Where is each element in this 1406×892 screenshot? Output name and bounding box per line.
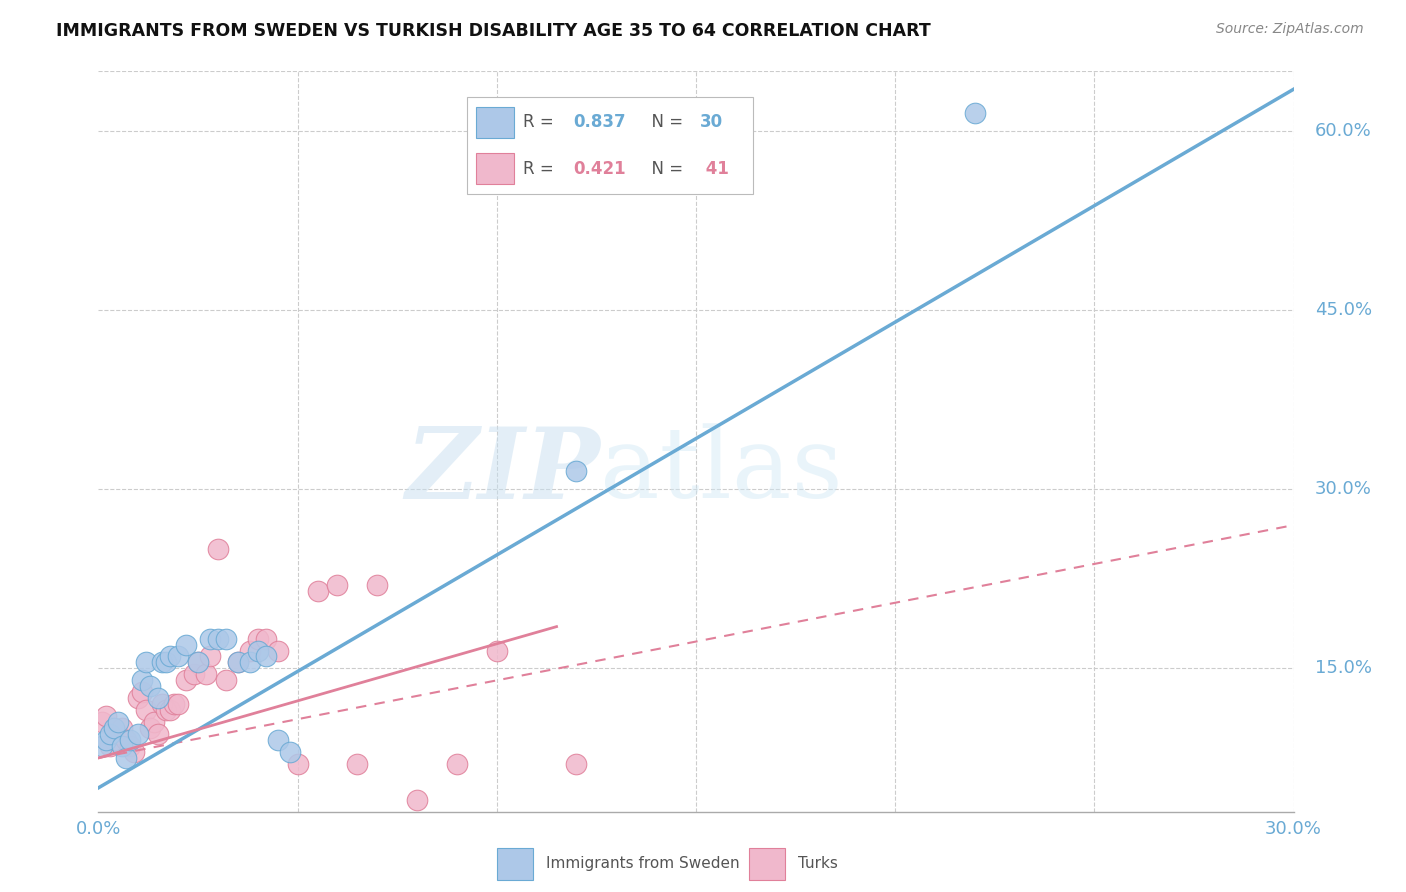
Point [155, 656, 177, 670]
Point [131, 673, 153, 688]
Point [98, 727, 122, 741]
Point [124, 745, 146, 759]
Point [135, 656, 157, 670]
Point [198, 649, 221, 664]
Point [565, 464, 588, 478]
Text: 30.0%: 30.0% [1315, 480, 1371, 499]
Point [148, 691, 170, 706]
Point [98, 739, 122, 753]
Point [406, 793, 429, 807]
Text: 15.0%: 15.0% [1315, 659, 1372, 677]
Point [254, 649, 277, 664]
Text: Turks: Turks [799, 855, 838, 871]
Point [215, 632, 238, 646]
Point [103, 721, 125, 735]
Point [267, 643, 290, 657]
Point [135, 703, 157, 717]
Point [150, 656, 173, 670]
Point [167, 698, 190, 712]
Point [174, 638, 197, 652]
Text: atlas: atlas [600, 424, 844, 519]
Text: N =: N = [641, 160, 689, 178]
Text: IMMIGRANTS FROM SWEDEN VS TURKISH DISABILITY AGE 35 TO 64 CORRELATION CHART: IMMIGRANTS FROM SWEDEN VS TURKISH DISABI… [56, 22, 931, 40]
Point [239, 656, 262, 670]
Text: 0.837: 0.837 [574, 113, 626, 131]
Point [107, 715, 129, 730]
Point [127, 691, 149, 706]
Point [107, 727, 129, 741]
Point [127, 727, 149, 741]
Point [91, 739, 114, 753]
Text: 0.421: 0.421 [574, 160, 626, 178]
Bar [475, 153, 515, 184]
Text: R =: R = [523, 113, 560, 131]
Point [287, 756, 309, 771]
Point [366, 578, 388, 592]
Point [111, 721, 134, 735]
Point [167, 649, 190, 664]
Point [115, 751, 138, 765]
Point [103, 733, 125, 747]
Point [111, 739, 134, 753]
Text: R =: R = [523, 160, 560, 178]
Point [131, 685, 153, 699]
Text: Immigrants from Sweden: Immigrants from Sweden [546, 855, 740, 871]
Text: 30: 30 [700, 113, 723, 131]
Point [278, 745, 301, 759]
Point [143, 715, 166, 730]
Point [139, 721, 162, 735]
Point [159, 703, 181, 717]
Text: ZIP: ZIP [405, 423, 600, 519]
Point [346, 756, 368, 771]
Point [96, 733, 118, 747]
FancyBboxPatch shape [467, 96, 754, 194]
Point [194, 667, 218, 681]
Point [139, 679, 162, 693]
Text: N =: N = [641, 113, 689, 131]
Point [485, 643, 508, 657]
Point [198, 632, 221, 646]
Point [159, 649, 181, 664]
Point [174, 673, 197, 688]
Point [207, 632, 229, 646]
Point [267, 733, 290, 747]
Bar [475, 107, 515, 137]
Point [246, 643, 269, 657]
Point [187, 656, 209, 670]
Bar [748, 848, 785, 880]
Point [239, 643, 262, 657]
Point [115, 733, 138, 747]
Bar [496, 848, 533, 880]
Point [207, 541, 229, 556]
Text: 60.0%: 60.0% [1315, 122, 1371, 140]
Point [326, 578, 349, 592]
Point [148, 727, 170, 741]
Text: 45.0%: 45.0% [1315, 301, 1372, 319]
Point [215, 673, 238, 688]
Point [96, 709, 118, 723]
Point [307, 583, 329, 598]
Point [120, 739, 142, 753]
Point [120, 733, 142, 747]
Point [565, 756, 588, 771]
Point [187, 656, 209, 670]
Point [91, 715, 114, 730]
Point [226, 656, 249, 670]
Point [163, 698, 186, 712]
Point [446, 756, 468, 771]
Point [150, 698, 173, 712]
Point [254, 632, 277, 646]
Point [183, 667, 205, 681]
Point [963, 106, 986, 120]
Point [155, 703, 177, 717]
Text: Source: ZipAtlas.com: Source: ZipAtlas.com [1216, 22, 1364, 37]
Point [226, 656, 249, 670]
Point [246, 632, 269, 646]
Text: 41: 41 [700, 160, 730, 178]
